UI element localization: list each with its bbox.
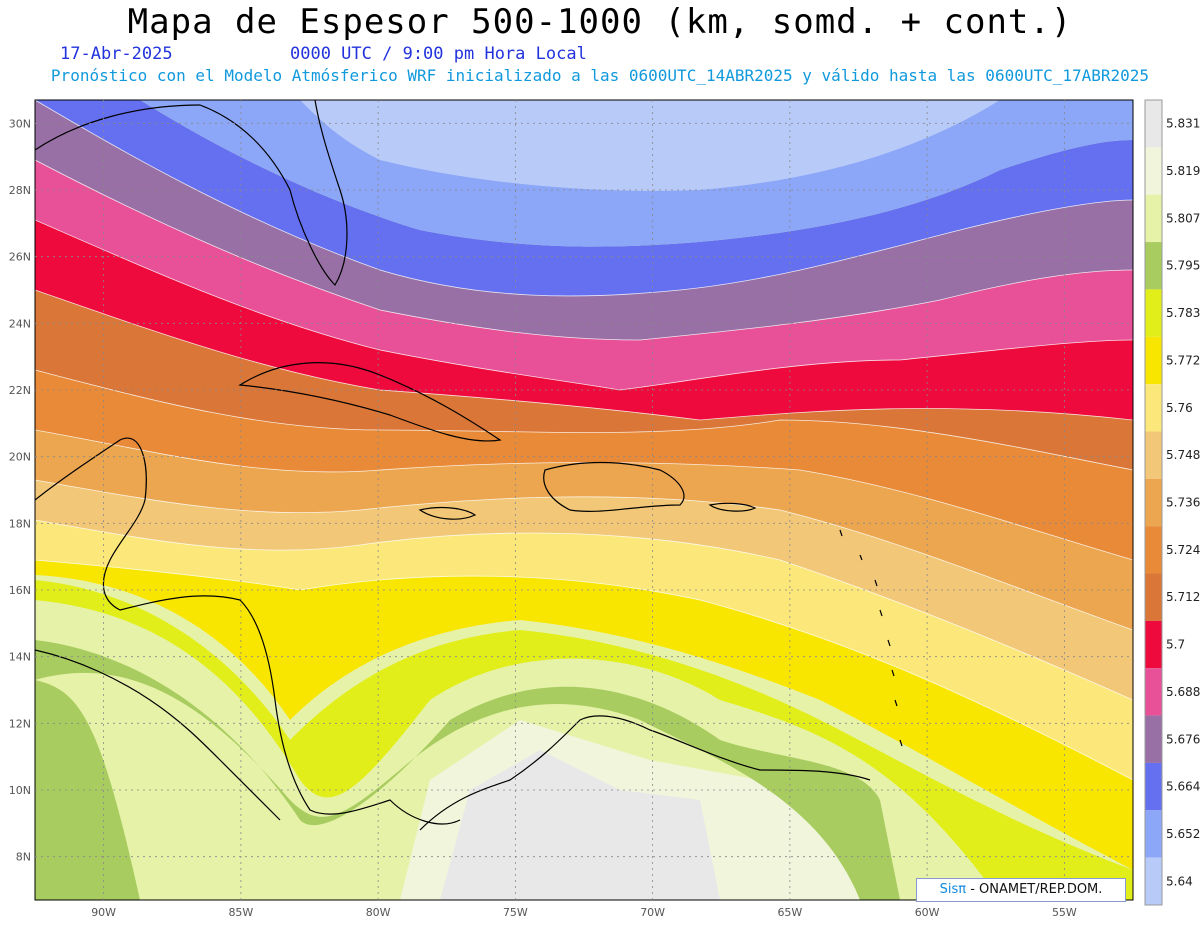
colorbar-label: 5.676 (1166, 732, 1200, 746)
forecast-date: 17-Abr-2025 (60, 44, 173, 64)
colorbar-swatch (1145, 289, 1162, 337)
colorbar-label: 5.772 (1166, 353, 1200, 367)
coastlines (35, 100, 903, 831)
lon-tick-label: 55W (1052, 906, 1077, 919)
sispi-logo-text: Sisπ (939, 882, 967, 897)
colorbar-label: 5.712 (1166, 590, 1200, 604)
colorbar-label: 5.724 (1166, 543, 1200, 557)
colorbar-swatch (1145, 526, 1162, 574)
credit-text: - ONAMET/REP.DOM. (966, 882, 1103, 897)
lat-tick-label: 22N (9, 384, 31, 397)
colorbar-frame (1144, 99, 1163, 906)
colorbar-swatch (1145, 810, 1162, 858)
colorbar-swatch (1145, 762, 1162, 811)
latitude-labels: 30N 28N 26N 24N 22N 20N 18N 16N 14N 12N 10N 8N (9, 117, 31, 863)
lon-tick-label: 65W (777, 906, 802, 919)
lon-tick-label: 85W (228, 906, 253, 919)
lat-tick-label: 28N (9, 184, 31, 197)
colorbar-swatch (1145, 431, 1162, 479)
colorbar-label: 5.7 (1166, 638, 1185, 652)
colorbar-swatch (1145, 715, 1162, 763)
lat-tick-label: 8N (16, 851, 31, 864)
colorbar-label: 5.76 (1166, 401, 1193, 415)
colorbar-label: 5.795 (1166, 259, 1200, 273)
lon-tick-label: 75W (503, 906, 528, 919)
map-title: Mapa de Espesor 500-1000 (km, somd. + co… (127, 2, 1073, 42)
lat-tick-label: 12N (9, 717, 31, 730)
colorbar-swatch (1145, 573, 1162, 621)
model-subtitle: Pronóstico con el Modelo Atmósferico WRF… (50, 66, 1150, 85)
colorbar-label: 5.819 (1166, 164, 1200, 178)
lat-tick-label: 10N (9, 784, 31, 797)
lat-tick-label: 30N (9, 117, 31, 130)
gridlines (35, 100, 1133, 900)
colorbar-label: 5.831 (1166, 117, 1200, 131)
colorbar-label: 5.64 (1166, 874, 1193, 888)
colorbar-swatch (1145, 336, 1162, 385)
colorbar: 5.831 5.819 5.807 5.795 5.783 5.772 5.76 5.748 5… (1144, 99, 1200, 906)
lat-tick-label: 14N (9, 651, 31, 664)
contour-fields (35, 100, 1133, 900)
colorbar-label: 5.783 (1166, 306, 1200, 320)
colorbar-label: 5.736 (1166, 496, 1200, 510)
lat-tick-label: 26N (9, 251, 31, 264)
lat-tick-label: 24N (9, 317, 31, 330)
forecast-time: 0000 UTC / 9:00 pm Hora Local (290, 44, 587, 64)
colorbar-swatch (1145, 857, 1162, 905)
lon-tick-label: 80W (366, 906, 391, 919)
lon-tick-label: 70W (640, 906, 665, 919)
colorbar-swatch (1145, 100, 1162, 148)
credit-box: Sisπ - ONAMET/REP.DOM. (916, 878, 1126, 902)
lon-tick-label: 60W (915, 906, 940, 919)
colorbar-swatch (1145, 147, 1162, 195)
colorbar-label: 5.748 (1166, 448, 1200, 462)
colorbar-swatch (1145, 478, 1162, 527)
lon-tick-label: 90W (91, 906, 116, 919)
lat-tick-label: 20N (9, 451, 31, 464)
lat-tick-label: 16N (9, 584, 31, 597)
colorbar-swatch (1145, 242, 1162, 290)
plot-frame (34, 99, 1134, 901)
colorbar-swatch (1145, 194, 1162, 243)
colorbar-label: 5.664 (1166, 780, 1200, 794)
colorbar-label: 5.652 (1166, 827, 1200, 841)
lat-tick-label: 18N (9, 517, 31, 530)
colorbar-swatch (1145, 668, 1162, 716)
colorbar-swatch (1145, 384, 1162, 432)
colorbar-label: 5.807 (1166, 211, 1200, 225)
colorbar-label: 5.688 (1166, 685, 1200, 699)
colorbar-swatch (1145, 620, 1162, 669)
longitude-labels: 90W 85W 80W 75W 70W 65W 60W 55W (91, 906, 1077, 919)
